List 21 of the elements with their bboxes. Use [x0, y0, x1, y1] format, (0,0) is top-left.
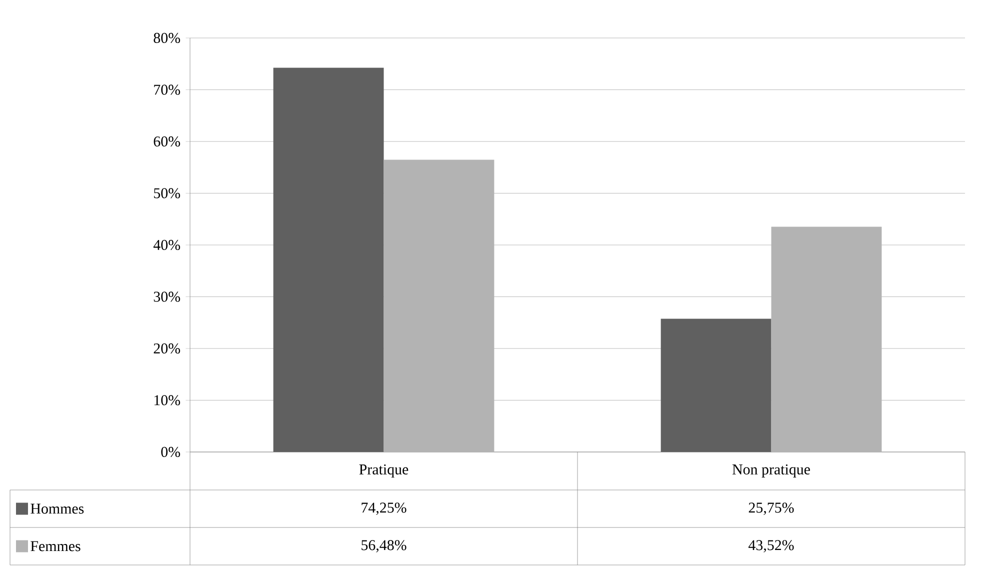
bar: [771, 226, 882, 452]
y-tick-label: 70%: [154, 84, 180, 95]
legend-label: Femmes: [30, 541, 80, 552]
y-tick-label: 20%: [154, 343, 180, 354]
data-label: 25,75%: [748, 502, 794, 515]
y-tick-label: 60%: [154, 136, 180, 147]
data-label: 56,48%: [362, 540, 406, 552]
y-tick-label: 0%: [161, 446, 180, 458]
y-tick-label: 40%: [153, 240, 180, 250]
data-label: 43,52%: [748, 540, 794, 552]
data-label: 74,25%: [362, 502, 406, 515]
bar: [273, 68, 384, 452]
y-tick-label: 80%: [154, 32, 180, 44]
y-tick-label: 10%: [154, 395, 180, 406]
bar: [660, 318, 772, 452]
x-tick-label: Pratique: [359, 464, 408, 478]
bar: [384, 160, 494, 452]
y-tick-label: 50%: [154, 188, 180, 198]
x-tick-label: Non pratique: [732, 464, 810, 478]
y-tick-label: 30%: [154, 292, 180, 302]
legend-label: Hommes: [30, 504, 84, 514]
